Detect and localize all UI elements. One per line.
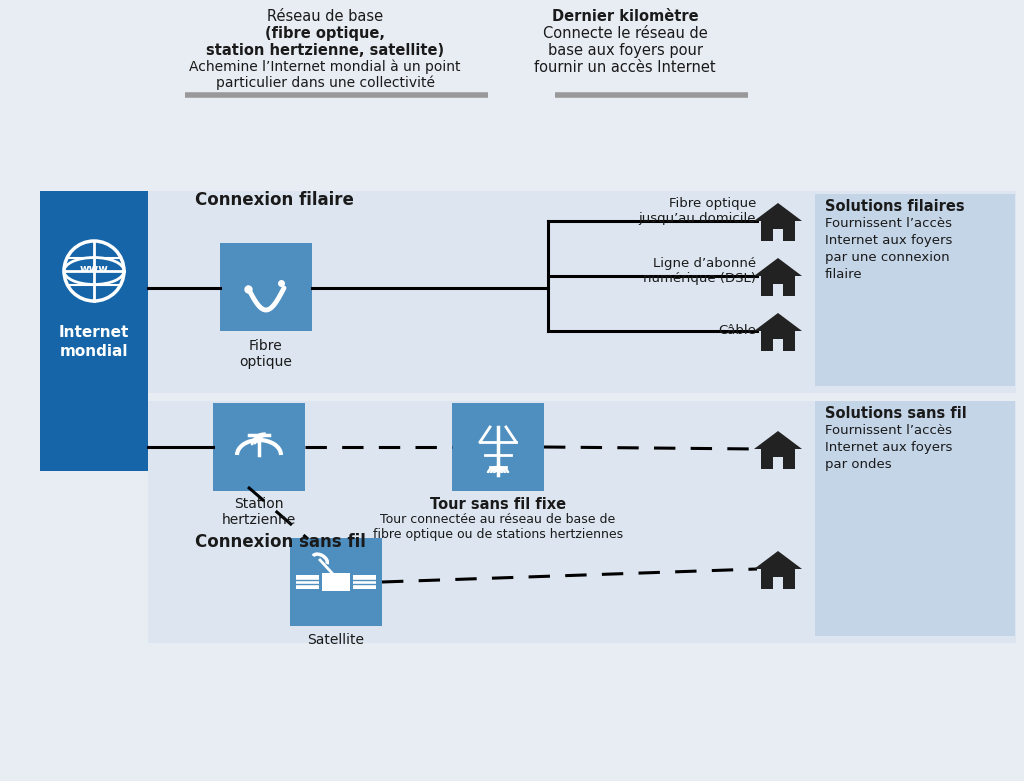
Text: Réseau de base: Réseau de base [267, 9, 383, 24]
Polygon shape [754, 203, 802, 221]
Bar [40, 191, 148, 471]
Text: Solutions filaires: Solutions filaires [825, 199, 965, 214]
Polygon shape [754, 551, 802, 569]
Polygon shape [761, 221, 795, 241]
Text: Câble: Câble [718, 324, 756, 337]
Text: www: www [80, 264, 109, 274]
Polygon shape [761, 331, 795, 351]
Bar [815, 194, 1015, 386]
Text: Connecte le réseau de: Connecte le réseau de [543, 26, 708, 41]
Bar [220, 243, 312, 331]
Bar [148, 401, 1016, 643]
Text: Dernier kilomètre: Dernier kilomètre [552, 9, 698, 24]
Text: (fibre optique,: (fibre optique, [265, 26, 385, 41]
Text: fournir un accès Internet: fournir un accès Internet [535, 60, 716, 75]
Text: Connexion filaire: Connexion filaire [195, 191, 354, 209]
Bar [290, 538, 382, 626]
Text: Fournissent l’accès
Internet aux foyers
par une connexion
filaire: Fournissent l’accès Internet aux foyers … [825, 217, 952, 281]
Text: Achemine l’Internet mondial à un point: Achemine l’Internet mondial à un point [189, 60, 461, 74]
Bar [773, 340, 782, 351]
Polygon shape [754, 431, 802, 449]
Text: Fournissent l’accès
Internet aux foyers
par ondes: Fournissent l’accès Internet aux foyers … [825, 424, 952, 471]
Bar [353, 575, 376, 589]
Text: Satellite: Satellite [307, 633, 365, 647]
Text: Station
hertzienne: Station hertzienne [222, 497, 296, 527]
Polygon shape [754, 313, 802, 331]
Text: Tour connectée au réseau de base de
fibre optique ou de stations hertziennes: Tour connectée au réseau de base de fibr… [373, 513, 623, 541]
Text: particulier dans une collectivité: particulier dans une collectivité [215, 76, 434, 91]
Bar [773, 577, 782, 590]
Text: base aux foyers pour: base aux foyers pour [548, 43, 702, 58]
Bar [773, 230, 782, 241]
Polygon shape [761, 276, 795, 297]
Text: Ligne d’abonné
numérique (DSL): Ligne d’abonné numérique (DSL) [643, 257, 756, 285]
Bar [815, 401, 1015, 636]
Bar [452, 403, 544, 491]
Text: Solutions sans fil: Solutions sans fil [825, 406, 967, 421]
Text: Internet
mondial: Internet mondial [58, 325, 129, 358]
Polygon shape [754, 258, 802, 276]
Bar [773, 458, 782, 469]
Bar [322, 573, 350, 591]
Text: station hertzienne, satellite): station hertzienne, satellite) [206, 43, 444, 58]
Bar [773, 284, 782, 297]
Text: Tour sans fil fixe: Tour sans fil fixe [430, 497, 566, 512]
Bar [148, 191, 1016, 393]
Bar [213, 403, 305, 491]
Text: Fibre optique
jusqu’au domicile: Fibre optique jusqu’au domicile [639, 197, 756, 225]
Bar [296, 575, 319, 589]
Polygon shape [761, 449, 795, 469]
Text: Connexion sans fil: Connexion sans fil [195, 533, 366, 551]
Polygon shape [761, 569, 795, 590]
Text: Fibre
optique: Fibre optique [240, 339, 293, 369]
